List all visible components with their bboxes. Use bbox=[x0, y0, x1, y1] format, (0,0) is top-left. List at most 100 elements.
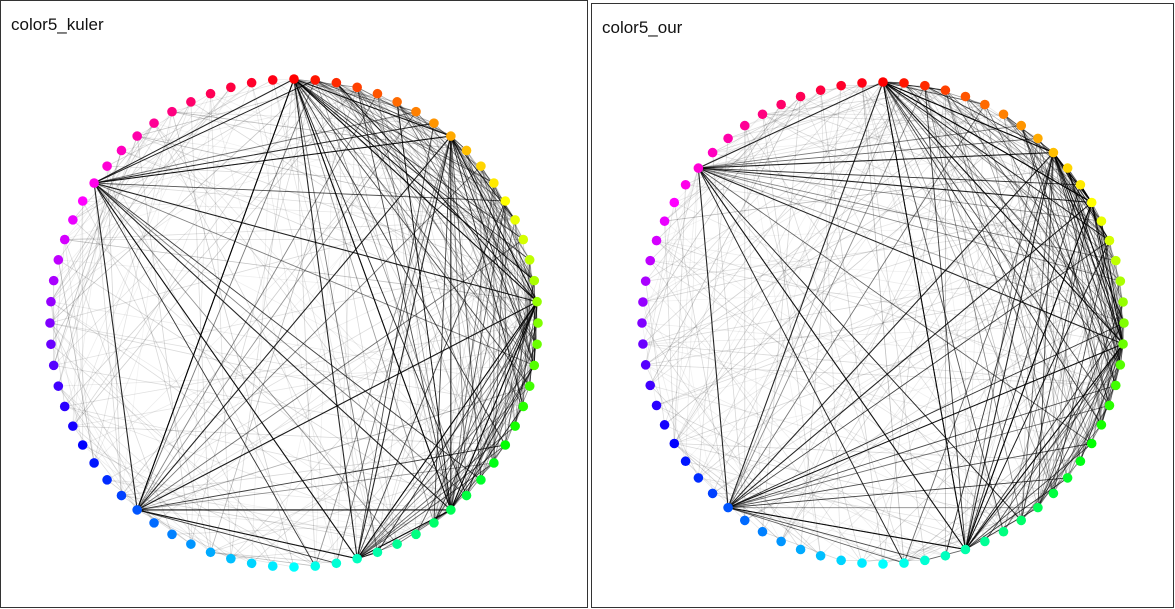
edge bbox=[656, 220, 1102, 406]
edge bbox=[335, 82, 358, 559]
edge bbox=[293, 78, 538, 303]
edge bbox=[800, 85, 842, 550]
edge bbox=[121, 495, 398, 545]
edge bbox=[924, 85, 1054, 153]
node bbox=[167, 529, 177, 540]
edge bbox=[727, 202, 1093, 509]
edge bbox=[533, 301, 538, 366]
edge bbox=[450, 219, 516, 511]
edge bbox=[728, 89, 946, 139]
edge bbox=[1003, 114, 1069, 478]
edge bbox=[882, 81, 1125, 324]
edge bbox=[514, 219, 535, 366]
edge bbox=[50, 301, 417, 535]
node bbox=[524, 381, 535, 391]
edge bbox=[58, 385, 252, 564]
node bbox=[739, 515, 750, 526]
edge bbox=[744, 125, 1022, 521]
edge bbox=[356, 444, 506, 560]
edge bbox=[50, 301, 84, 446]
edge bbox=[674, 184, 1081, 444]
edge bbox=[861, 82, 905, 564]
edge bbox=[944, 90, 1068, 479]
edge bbox=[965, 167, 1069, 550]
edge bbox=[1101, 221, 1121, 365]
node bbox=[352, 82, 362, 93]
node bbox=[693, 163, 704, 173]
edge bbox=[293, 78, 316, 567]
edge bbox=[336, 82, 524, 407]
node bbox=[669, 197, 680, 208]
edge bbox=[965, 96, 1121, 366]
node bbox=[920, 555, 930, 566]
edge bbox=[356, 87, 535, 281]
edge bbox=[780, 96, 966, 542]
edge bbox=[762, 114, 905, 564]
edge bbox=[450, 150, 467, 510]
edge bbox=[650, 260, 1124, 345]
node bbox=[186, 539, 196, 549]
edge bbox=[744, 125, 863, 564]
edge bbox=[924, 85, 1022, 521]
edge bbox=[656, 96, 966, 241]
node bbox=[476, 161, 486, 171]
node bbox=[246, 558, 257, 569]
edge bbox=[664, 221, 713, 494]
edge bbox=[642, 280, 1121, 303]
edge bbox=[673, 202, 729, 508]
edge bbox=[82, 200, 516, 221]
edge bbox=[965, 96, 1110, 241]
edge bbox=[293, 78, 378, 553]
edge bbox=[924, 85, 1054, 153]
node bbox=[1119, 318, 1129, 328]
edge bbox=[698, 167, 1022, 521]
node bbox=[645, 255, 656, 266]
edge bbox=[656, 240, 1125, 324]
edge bbox=[136, 111, 417, 511]
edge bbox=[466, 150, 524, 407]
edge bbox=[396, 101, 535, 366]
edge bbox=[49, 322, 295, 568]
edge bbox=[780, 202, 1093, 542]
node bbox=[429, 118, 439, 128]
edge bbox=[53, 82, 337, 366]
edge bbox=[1109, 343, 1124, 406]
edge bbox=[136, 136, 192, 545]
node bbox=[1110, 255, 1121, 266]
edge bbox=[137, 135, 516, 221]
edge bbox=[356, 86, 452, 137]
edge bbox=[396, 101, 538, 345]
node bbox=[1110, 380, 1121, 391]
edge bbox=[656, 96, 801, 241]
edge bbox=[64, 239, 538, 303]
node bbox=[998, 526, 1009, 537]
edge bbox=[642, 322, 1125, 345]
edge bbox=[50, 87, 232, 302]
edge bbox=[121, 495, 434, 524]
edge bbox=[251, 301, 538, 564]
edge bbox=[1020, 202, 1093, 521]
node bbox=[392, 539, 402, 549]
edge bbox=[466, 322, 539, 496]
edge bbox=[190, 79, 316, 545]
edge bbox=[171, 111, 494, 184]
edge bbox=[698, 167, 1004, 532]
edge bbox=[800, 96, 1004, 532]
node bbox=[533, 318, 543, 328]
edge bbox=[964, 184, 1081, 550]
edge bbox=[50, 122, 155, 302]
edge bbox=[820, 90, 884, 565]
edge bbox=[94, 182, 516, 221]
edge bbox=[820, 90, 842, 561]
edge bbox=[493, 200, 506, 463]
edge bbox=[1109, 240, 1117, 386]
edge bbox=[53, 78, 295, 281]
edge bbox=[450, 135, 531, 261]
edge bbox=[965, 202, 1093, 550]
edge bbox=[293, 78, 358, 88]
edge bbox=[641, 104, 782, 324]
edge bbox=[727, 240, 1110, 508]
edge bbox=[93, 182, 316, 567]
edge bbox=[641, 322, 801, 550]
